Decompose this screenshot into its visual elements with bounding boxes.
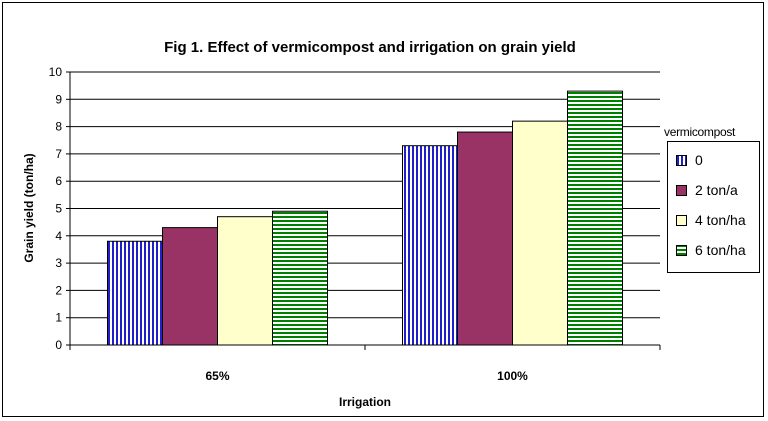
chart-frame [2,2,764,417]
y-tick-label: 4 [55,229,62,243]
legend-item: 4 ton/ha [676,210,746,230]
y-tick-label: 8 [55,120,62,134]
legend-label: 2 ton/a [695,182,738,198]
y-tick-label: 7 [55,147,62,161]
legend-item: 0 [676,150,703,170]
bar [402,145,458,346]
x-tick-label: 65% [205,369,229,383]
legend-swatch [676,244,687,256]
y-tick-label: 10 [49,65,63,79]
x-tick-label: 100% [497,369,528,383]
y-tick-label: 6 [55,174,62,188]
legend: 0 2 ton/a 4 ton/ha 6 ton/ha [667,141,760,273]
bar [512,120,568,346]
legend-label: 0 [695,152,703,168]
chart-title: Fig 1. Effect of vermicompost and irriga… [164,39,576,56]
bar [567,90,623,346]
bar [457,131,513,346]
bar [162,227,218,346]
bar [107,240,163,346]
y-tick-label: 2 [55,283,62,297]
legend-label: 4 ton/ha [695,212,746,228]
x-axis-title: Irrigation [339,395,391,409]
y-tick-label: 5 [55,202,62,216]
legend-swatch [676,154,687,166]
y-tick-label: 1 [55,311,62,325]
legend-item: 6 ton/ha [676,240,746,260]
y-tick-label: 0 [55,338,62,352]
legend-swatch [676,214,687,226]
y-axis-title: Grain yield (ton/ha) [22,153,36,262]
bar [217,216,273,346]
legend-item: 2 ton/a [676,180,738,200]
bar [272,210,328,346]
legend-swatch [676,184,687,196]
legend-label: 6 ton/ha [695,242,746,258]
y-tick-label: 3 [55,256,62,270]
y-tick-label: 9 [55,92,62,106]
legend-title: vermicompost [664,125,736,139]
